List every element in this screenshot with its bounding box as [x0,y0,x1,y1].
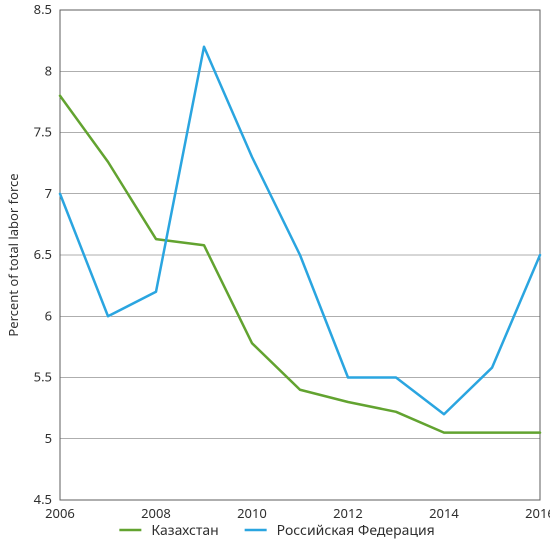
y-tick-label: 6.5 [34,245,52,263]
x-tick-label: 2016 [525,504,550,522]
chart-background [0,0,550,551]
y-tick-label: 6 [45,306,52,324]
y-tick-label: 8 [45,61,52,79]
x-tick-label: 2010 [237,504,267,522]
y-axis-label: Percent of total labor force [4,173,22,336]
y-tick-label: 8.5 [34,0,52,18]
x-tick-label: 2008 [141,504,171,522]
legend-label: Российская Федерация [277,521,435,540]
chart-container: 4.555.566.577.588.5200620082010201220142… [0,0,550,551]
y-tick-label: 7 [45,184,52,202]
line-chart: 4.555.566.577.588.5200620082010201220142… [0,0,550,551]
y-tick-label: 7.5 [34,123,52,141]
x-tick-label: 2006 [45,504,75,522]
legend-label: Казахстан [151,521,218,540]
y-tick-label: 5 [45,429,52,447]
x-tick-label: 2014 [429,504,459,522]
y-tick-label: 5.5 [34,368,52,386]
x-tick-label: 2012 [333,504,363,522]
